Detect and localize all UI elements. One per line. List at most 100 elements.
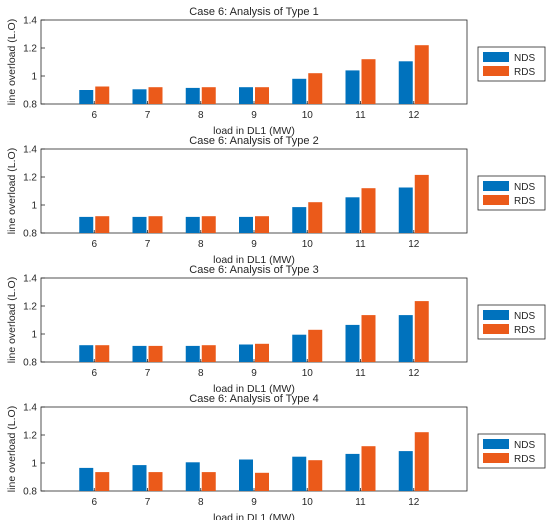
bar-nds-10 — [292, 456, 307, 491]
x-tick-label: 9 — [251, 239, 257, 250]
x-tick-label: 10 — [302, 110, 314, 121]
legend: NDS RDS — [477, 175, 546, 211]
y-axis-label: line overload (L.O) — [6, 148, 18, 234]
x-tick-label: 7 — [145, 239, 151, 250]
chart-panel-2: Case 6: Analysis of Type 2 0.8 1 1.2 1.4 line… — [6, 135, 546, 266]
bar-nds-7 — [132, 216, 147, 233]
bar-nds-10 — [292, 334, 307, 362]
bar-nds-6 — [79, 90, 94, 104]
legend-label-rds: RDS — [514, 67, 535, 78]
legend-swatch-nds — [483, 181, 509, 191]
bar-nds-9 — [239, 87, 253, 104]
legend-label-nds: NDS — [514, 53, 535, 64]
x-tick-label: 10 — [302, 239, 314, 250]
bar-nds-11 — [345, 70, 360, 104]
x-tick-label: 9 — [251, 497, 257, 508]
x-axis-label: load in DL1 (MW) — [213, 383, 295, 395]
bar-nds-12 — [398, 187, 413, 233]
bar-rds-10 — [308, 73, 323, 104]
bar-rds-9 — [255, 87, 269, 104]
legend-swatch-rds — [483, 324, 509, 334]
legend-swatch-nds — [483, 310, 509, 320]
bar-nds-12 — [398, 315, 413, 362]
bar-rds-12 — [414, 432, 429, 491]
x-tick-label: 11 — [355, 110, 366, 121]
bar-nds-10 — [292, 207, 307, 233]
x-tick-label: 10 — [302, 497, 314, 508]
legend-swatch-rds — [483, 66, 509, 76]
legend-label-nds: NDS — [514, 182, 535, 193]
bar-nds-11 — [345, 197, 360, 233]
y-tick-label: 1.2 — [23, 44, 37, 55]
bar-rds-8 — [201, 87, 216, 104]
bar-nds-10 — [292, 78, 307, 104]
y-tick-label: 0.8 — [23, 100, 37, 111]
bar-nds-8 — [185, 345, 200, 362]
bar-rds-12 — [414, 301, 429, 362]
bar-nds-8 — [185, 462, 200, 491]
chart-panel-3: Case 6: Analysis of Type 3 0.8 1 1.2 1.4 line… — [6, 264, 546, 395]
bar-rds-9 — [255, 343, 269, 362]
bar-rds-7 — [148, 87, 163, 104]
x-tick-label: 7 — [145, 110, 151, 121]
bar-rds-10 — [308, 460, 323, 491]
bar-rds-6 — [95, 86, 110, 104]
x-tick-label: 11 — [355, 368, 366, 379]
y-tick-label: 1.4 — [23, 274, 37, 285]
x-tick-label: 6 — [91, 239, 97, 250]
legend-label-rds: RDS — [514, 196, 535, 207]
bar-rds-7 — [148, 472, 163, 491]
y-tick-label: 1 — [31, 459, 37, 470]
bar-nds-12 — [398, 451, 413, 491]
bar-rds-8 — [201, 216, 216, 233]
chart-title: Case 6: Analysis of Type 4 — [189, 393, 318, 405]
y-tick-label: 0.8 — [23, 487, 37, 498]
x-tick-label: 9 — [251, 368, 257, 379]
y-axis-label: line overload (L.O) — [6, 277, 18, 363]
y-tick-label: 1.2 — [23, 173, 37, 184]
bar-rds-6 — [95, 472, 110, 491]
legend-swatch-nds — [483, 439, 509, 449]
bar-nds-8 — [185, 216, 200, 233]
bar-rds-8 — [201, 472, 216, 491]
bar-nds-11 — [345, 453, 360, 491]
bar-rds-10 — [308, 329, 323, 362]
legend-label-nds: NDS — [514, 311, 535, 322]
bar-nds-6 — [79, 345, 94, 362]
bar-rds-11 — [361, 59, 376, 104]
legend-swatch-rds — [483, 195, 509, 205]
chart-panel-1: Case 6: Analysis of Type 1 0.8 1 1.2 1.4 line… — [6, 6, 546, 137]
legend-swatch-nds — [483, 52, 509, 62]
x-tick-label: 11 — [355, 497, 366, 508]
x-axis-label: load in DL1 (MW) — [213, 512, 295, 520]
bar-rds-11 — [361, 188, 376, 233]
legend-label-rds: RDS — [514, 454, 535, 465]
bar-nds-8 — [185, 87, 200, 104]
x-tick-label: 8 — [198, 239, 204, 250]
x-tick-label: 12 — [408, 239, 420, 250]
y-tick-label: 1.2 — [23, 302, 37, 313]
chart-title: Case 6: Analysis of Type 3 — [189, 264, 318, 276]
bar-rds-11 — [361, 315, 376, 362]
y-tick-label: 1.2 — [23, 431, 37, 442]
bar-nds-9 — [239, 216, 253, 233]
bar-rds-6 — [95, 345, 110, 362]
x-tick-label: 8 — [198, 368, 204, 379]
bar-rds-6 — [95, 216, 110, 233]
bar-rds-12 — [414, 174, 429, 233]
bar-nds-7 — [132, 89, 147, 104]
x-tick-label: 9 — [251, 110, 257, 121]
bar-nds-9 — [239, 459, 253, 491]
bar-nds-12 — [398, 61, 413, 104]
bar-rds-8 — [201, 345, 216, 362]
bar-nds-7 — [132, 345, 147, 362]
bar-rds-11 — [361, 446, 376, 491]
y-tick-label: 1.4 — [23, 145, 37, 156]
legend-label-nds: NDS — [514, 440, 535, 451]
bar-nds-6 — [79, 467, 94, 491]
y-axis-label: line overload (L.O) — [6, 19, 18, 105]
bar-nds-6 — [79, 216, 94, 233]
y-tick-label: 0.8 — [23, 229, 37, 240]
x-tick-label: 11 — [355, 239, 366, 250]
